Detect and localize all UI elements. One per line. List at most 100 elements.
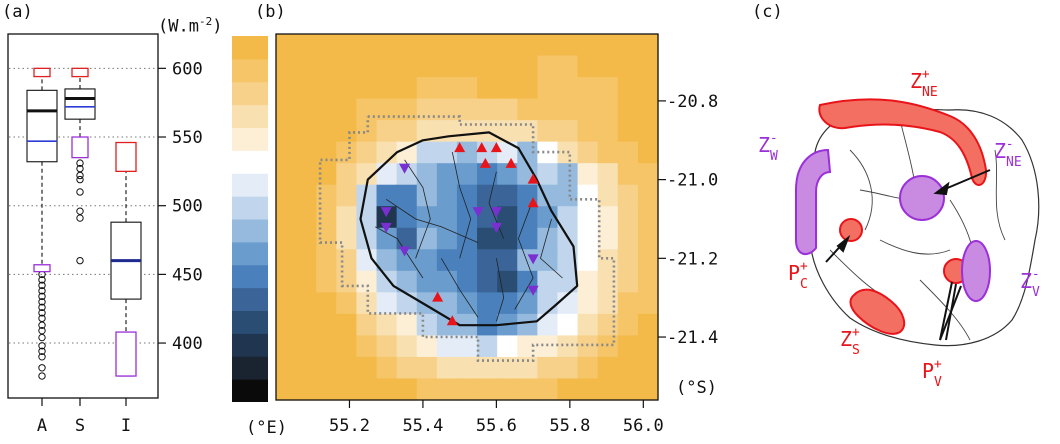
colorbar-swatch bbox=[232, 333, 268, 357]
heatmap-cell bbox=[316, 120, 337, 143]
map-frame bbox=[275, 33, 659, 401]
heatmap-cell bbox=[497, 141, 518, 164]
heatmap-cell bbox=[356, 206, 378, 229]
heatmap-cell bbox=[557, 249, 579, 272]
heatmap-cell bbox=[376, 34, 398, 57]
heatmap-cell bbox=[316, 55, 337, 78]
heatmap-cell bbox=[617, 313, 639, 337]
heatmap-cell bbox=[477, 378, 498, 401]
heatmap-cell bbox=[597, 34, 619, 57]
heatmap-cell bbox=[497, 34, 518, 57]
heatmap-cell bbox=[477, 77, 498, 100]
heatmap-cell bbox=[376, 163, 398, 186]
heatmap-cell bbox=[577, 206, 599, 229]
heatmap-cell bbox=[436, 270, 458, 293]
heatmap-cell bbox=[617, 141, 639, 164]
heatmap-cell bbox=[617, 292, 639, 315]
heatmap-cell bbox=[517, 206, 538, 229]
heatmap-cell bbox=[396, 77, 418, 100]
heatmap-cell bbox=[296, 77, 317, 100]
heatmap-cell bbox=[396, 378, 418, 401]
heatmap-cell bbox=[637, 227, 659, 250]
heatmap-cell bbox=[336, 356, 358, 380]
unit-label-sup: -2 bbox=[198, 15, 213, 28]
river-path bbox=[375, 226, 424, 279]
heatmap-cell bbox=[517, 378, 538, 401]
heatmap-cell bbox=[456, 356, 478, 380]
boxplot-y-axis: 400 450 500 550 600 bbox=[158, 59, 203, 354]
heatmap-cell bbox=[356, 141, 378, 164]
domain-dotted-outline bbox=[318, 115, 616, 362]
x-tick-label: S bbox=[75, 416, 85, 436]
heatmap-cell bbox=[376, 356, 398, 380]
arrow-p-v-plus bbox=[939, 281, 953, 341]
heatmap-cell bbox=[597, 141, 619, 164]
heatmap-cell bbox=[497, 227, 518, 250]
outlier-point bbox=[76, 175, 84, 184]
heatmap-cell bbox=[517, 292, 538, 315]
zone-labels: ZNE+ ZW- ZNE- PC+ ZS+ PV+ ZV- bbox=[758, 67, 1040, 390]
heatmap-cell bbox=[497, 356, 518, 380]
heatmap-cell bbox=[316, 184, 337, 207]
heatmap-cell bbox=[376, 378, 398, 401]
heatmap-cell bbox=[336, 77, 358, 100]
heatmap-cell bbox=[477, 163, 498, 186]
heatmap-cell bbox=[276, 77, 297, 100]
heatmap-cell bbox=[316, 98, 337, 121]
unit-label: (W.m-2) bbox=[158, 15, 222, 37]
map-heatmap: 55.2 55.4 55.6 55.8 56.0 -20.8 -21.0 -21.2 -21.… bbox=[275, 33, 718, 436]
heatmap-cell bbox=[597, 335, 619, 358]
river-line bbox=[919, 279, 971, 341]
heatmap-cell bbox=[537, 34, 559, 57]
heatmap-cell bbox=[356, 270, 378, 293]
heatmap-cell bbox=[456, 55, 478, 78]
river-line bbox=[849, 149, 873, 231]
heatmap-cell bbox=[617, 55, 639, 78]
heatmap-cell bbox=[436, 378, 458, 401]
heatmap-cell bbox=[537, 378, 559, 401]
heatmap-cell bbox=[637, 249, 659, 272]
heatmap-cell bbox=[456, 77, 478, 100]
zone-z-v-minus bbox=[961, 240, 991, 302]
zone-label: ZNE- bbox=[994, 137, 1022, 170]
heatmap-cell bbox=[396, 292, 418, 315]
heatmap-cell bbox=[456, 98, 478, 121]
heatmap-cell bbox=[296, 227, 317, 250]
panel-label-a: (a) bbox=[2, 2, 33, 22]
heatmap-cell bbox=[356, 249, 378, 272]
map-x-tick-label: 55.4 bbox=[402, 416, 443, 436]
triangle-down-marker bbox=[380, 207, 392, 218]
heatmap-cell bbox=[296, 335, 317, 358]
heatmap-cell bbox=[316, 292, 337, 315]
heatmap-cell bbox=[637, 356, 659, 380]
y-tick-label: 450 bbox=[172, 265, 203, 285]
heatmap-cell bbox=[276, 313, 297, 337]
outlier-point bbox=[76, 256, 84, 265]
heatmap-cell bbox=[436, 55, 458, 78]
heatmap-cell bbox=[296, 163, 317, 186]
heatmap-cell bbox=[477, 55, 498, 78]
heatmap-cell bbox=[356, 98, 378, 121]
heatmap-cell bbox=[617, 249, 639, 272]
heatmap-cell bbox=[416, 141, 438, 164]
outlier-point bbox=[76, 164, 84, 173]
heatmap-cell bbox=[416, 55, 438, 78]
heatmap-cell bbox=[617, 227, 639, 250]
heatmap-cell bbox=[557, 77, 579, 100]
heatmap-cell bbox=[577, 141, 599, 164]
outlier-point bbox=[38, 303, 46, 312]
heatmap-cell bbox=[637, 98, 659, 121]
colorbar-swatch bbox=[232, 356, 268, 380]
heatmap-cell bbox=[577, 227, 599, 250]
heatmap-cell bbox=[637, 184, 659, 207]
heatmap-cell bbox=[356, 34, 378, 57]
heatmap-cell bbox=[537, 335, 559, 358]
heatmap-cell bbox=[336, 292, 358, 315]
zone-z-s-plus bbox=[849, 288, 906, 335]
heatmap-cell bbox=[557, 206, 579, 229]
heatmap-cell bbox=[557, 378, 579, 401]
outlier-point bbox=[38, 281, 46, 290]
heatmap-cell bbox=[376, 206, 398, 229]
heatmap-cell bbox=[316, 141, 337, 164]
outlier-point bbox=[38, 309, 46, 317]
